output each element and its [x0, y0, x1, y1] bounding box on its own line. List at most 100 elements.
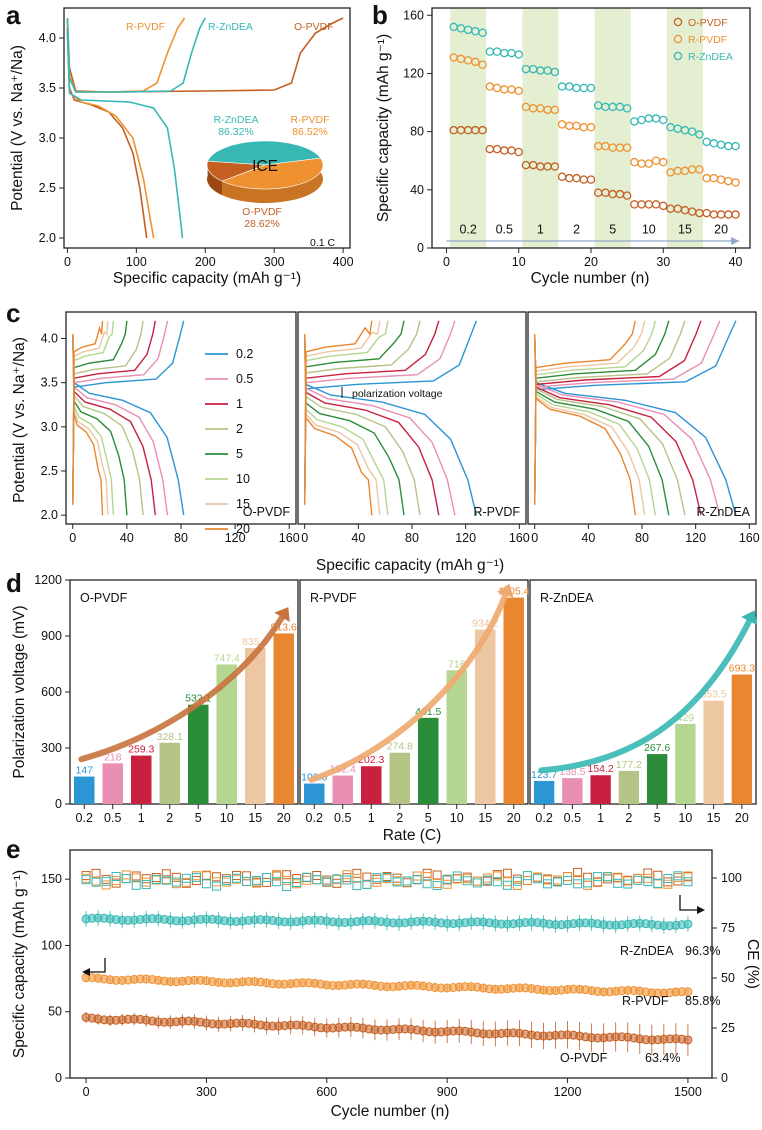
rate-label: 20: [714, 222, 728, 236]
legend-label-15: 15: [236, 497, 250, 511]
curve-discharge-O-PVDF: [72, 334, 144, 516]
x-tick-label: 2: [625, 811, 632, 825]
ce-point-R-ZnDEA: [583, 878, 593, 888]
x-tick-label: 300: [196, 1085, 217, 1099]
ce-point-R-ZnDEA: [201, 879, 211, 889]
ce-point-O-PVDF: [342, 873, 352, 883]
ce-point-R-PVDF: [272, 870, 282, 880]
curve-charge-R-ZnDEA: [66, 17, 207, 93]
x-tick-label: 0.5: [104, 811, 121, 825]
trend-arrow-head: [741, 610, 758, 626]
bar-value-label: 267.6: [644, 742, 670, 754]
data-point-R-PVDF: [514, 86, 523, 96]
series-label-R-ZnDEA: R-ZnDEA: [208, 21, 253, 33]
ce-point-R-ZnDEA: [352, 881, 362, 891]
data-point-R-PVDF: [630, 157, 639, 167]
x-tick-label: 100: [126, 255, 147, 269]
ce-point-O-PVDF: [282, 870, 292, 880]
ce-point-R-ZnDEA: [232, 873, 242, 883]
data-point-R-PVDF: [485, 82, 495, 91]
data-point-O-PVDF: [716, 210, 726, 219]
ce-point-R-PVDF: [342, 870, 352, 880]
ce-point-R-PVDF: [402, 876, 412, 886]
trend-arrow: [308, 591, 509, 783]
capacity-point-O-PVDF: [683, 1035, 693, 1045]
capacity-point-R-PVDF: [683, 987, 693, 997]
y-tick-label: 2.5: [41, 464, 58, 478]
ce-point-O-PVDF: [151, 873, 161, 883]
x-tick-label: 0.5: [334, 811, 351, 825]
ce-point-R-ZnDEA: [402, 876, 412, 886]
curve-discharge-R-PVDF: [304, 334, 373, 516]
ce-point-O-PVDF: [502, 868, 512, 878]
curve-discharge-R-PVDF: [66, 32, 155, 239]
subplot-label-R-ZnDEA: R-ZnDEA: [540, 591, 594, 605]
x-tick-label: 5: [195, 811, 202, 825]
y-axis-label: Potential (V vs. Na⁺/Na): [9, 45, 26, 211]
x-tick-label: 0.2: [306, 811, 323, 825]
subplot-label-O-PVDF: O-PVDF: [80, 591, 128, 605]
ce-point-R-ZnDEA: [633, 875, 643, 885]
x-tick-label: 10: [512, 255, 526, 269]
curve-discharge-R-ZnDEA: [534, 334, 702, 516]
ce-point-R-PVDF: [613, 873, 623, 883]
curve-discharge-R-ZnDEA: [534, 334, 686, 516]
x-tick-label: 2: [166, 811, 173, 825]
x-tick-label: 0: [69, 531, 76, 545]
ce-point-O-PVDF: [573, 867, 583, 877]
ce-point-R-PVDF: [141, 877, 151, 887]
pie-slice-R-PVDF: [221, 157, 324, 190]
rate-label: 5: [609, 222, 616, 236]
panel-label-e: e: [6, 834, 20, 864]
y-tick-label: 0: [55, 797, 62, 811]
bar-R-ZnDEA-15: [703, 700, 724, 804]
bar-O-PVDF-0.2: [73, 776, 95, 804]
x-tick-label: 0: [443, 255, 450, 269]
x-axis-label: Rate (C): [383, 827, 442, 844]
ce-point-O-PVDF: [452, 874, 462, 884]
y-tick-label: 3.5: [41, 376, 58, 390]
data-point-O-PVDF: [550, 162, 560, 171]
bar-value-label: 693.3: [729, 663, 755, 675]
curve-charge-O-PVDF: [72, 320, 169, 505]
curve-discharge-R-PVDF: [304, 334, 389, 516]
x-tick-label: 20: [584, 255, 598, 269]
series-label-R-PVDF: R-PVDF: [622, 994, 669, 1008]
x-tick-label: 5: [425, 811, 432, 825]
x-tick-label: 1200: [554, 1085, 582, 1099]
ce-point-R-ZnDEA: [362, 879, 372, 889]
ce-point-R-PVDF: [482, 873, 492, 883]
data-point-O-PVDF: [507, 146, 516, 155]
ce-point-R-ZnDEA: [292, 877, 302, 887]
bar-value-label: 177.2: [616, 759, 642, 771]
data-point-R-ZnDEA: [485, 47, 495, 56]
ce-point-R-PVDF: [161, 874, 171, 884]
y-tick-label: 120: [403, 66, 424, 80]
x-tick-label: 40: [729, 255, 743, 269]
retention-O-PVDF: 63.4%: [645, 1051, 680, 1065]
panel-b-rate-capability: 0 10 20 30 40 0 40 80 120 160 0.2 0.5 1 2 5 10 15 20 O-PVD…: [375, 7, 751, 287]
data-point-R-ZnDEA: [709, 139, 719, 148]
data-point-R-ZnDEA: [702, 137, 711, 147]
curve-charge-R-ZnDEA: [534, 320, 636, 505]
ce-point-O-PVDF: [472, 876, 482, 886]
data-point-R-ZnDEA: [557, 82, 567, 91]
ce-point-R-ZnDEA: [101, 876, 111, 886]
ce-point-R-ZnDEA: [412, 874, 422, 884]
data-point-R-PVDF: [709, 173, 719, 183]
legend-label-20: 20: [236, 522, 250, 536]
panel-label-b: b: [372, 0, 388, 30]
ce-point-O-PVDF: [613, 872, 623, 882]
data-point-R-ZnDEA: [507, 48, 516, 58]
ce-point-R-ZnDEA: [613, 878, 623, 888]
ce-point-O-PVDF: [191, 876, 201, 886]
trend-arrow: [538, 618, 753, 774]
pie-side-R-PVDF: [221, 158, 323, 203]
data-point-R-ZnDEA: [586, 83, 596, 93]
bar-O-PVDF-5: [187, 704, 209, 804]
data-point-R-PVDF: [557, 120, 567, 129]
ce-point-O-PVDF: [171, 872, 181, 882]
ce-point-R-ZnDEA: [603, 872, 613, 882]
curve-discharge-R-PVDF: [304, 334, 440, 516]
rate-band: [522, 8, 559, 248]
